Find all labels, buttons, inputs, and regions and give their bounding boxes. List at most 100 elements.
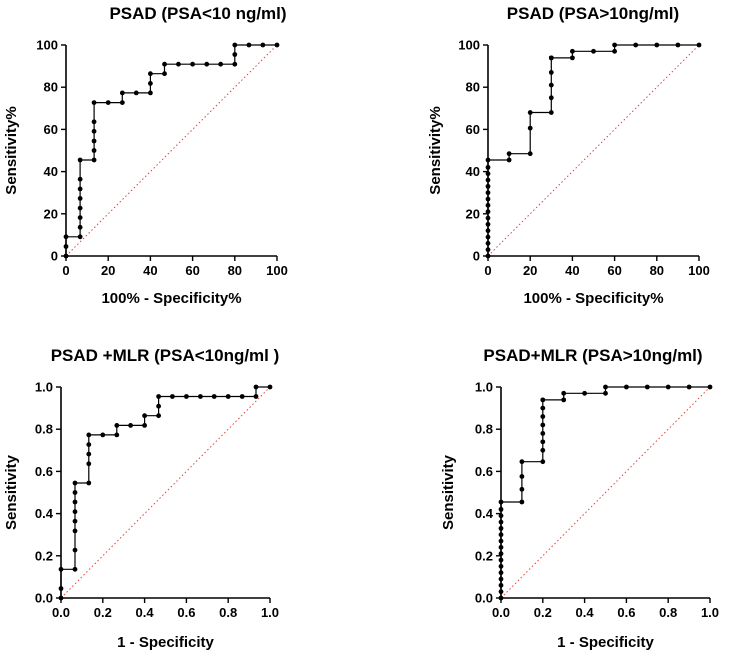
x-tick-label: 20	[523, 263, 537, 278]
roc-point	[246, 42, 252, 48]
chart-title: PSAD (PSA<10 ng/ml)	[109, 4, 286, 23]
y-axis-label: Sensitivity%	[3, 106, 20, 194]
roc-point	[498, 563, 504, 569]
roc-point	[133, 90, 139, 96]
x-tick-label: 0.8	[219, 605, 237, 620]
roc-point	[119, 90, 125, 96]
x-tick-label: 1.0	[701, 605, 719, 620]
roc-point	[485, 234, 491, 240]
roc-point	[232, 61, 238, 67]
roc-point	[77, 234, 83, 240]
roc-point	[211, 394, 217, 399]
roc-point	[633, 42, 639, 48]
y-tick-label: 40	[44, 164, 58, 179]
roc-chart-4: PSAD+MLR (PSA>10ng/ml) 0.0 0.2 0.4 0.6 0.8 1.0…	[440, 346, 719, 651]
chart-title: PSAD+MLR (PSA>10ng/ml)	[483, 346, 702, 365]
y-tick-label: 0.8	[475, 422, 493, 437]
roc-point	[77, 224, 83, 230]
roc-point	[63, 234, 69, 240]
y-tick-label: 0.0	[475, 591, 493, 606]
roc-point	[253, 384, 259, 390]
roc-chart-3: PSAD +MLR (PSA<10ng/ml ) 0.0 0.2 0.4 0.6 0.8 1…	[3, 346, 279, 651]
roc-point	[142, 423, 148, 428]
roc-point	[91, 128, 97, 134]
roc-point	[232, 42, 238, 48]
roc-chart-1: PSAD (PSA<10 ng/ml) 0 20 40 60 80 100 0 20 40 60 80…	[3, 4, 288, 307]
roc-point	[485, 196, 491, 202]
roc-point	[91, 138, 97, 144]
roc-point	[644, 384, 650, 390]
roc-point	[498, 532, 504, 538]
x-tick-label: 0.8	[659, 605, 677, 620]
x-axis-label: 1 - Specificity	[117, 634, 214, 651]
roc-point	[561, 397, 567, 403]
roc-point	[72, 490, 78, 495]
roc-point	[72, 528, 78, 534]
roc-point	[485, 157, 491, 163]
roc-point	[162, 61, 167, 67]
roc-point	[603, 390, 608, 396]
x-tick-label: 100	[266, 263, 288, 278]
roc-point	[498, 499, 504, 505]
y-tick-label: 0	[473, 249, 480, 264]
y-tick-label: 0.4	[35, 506, 54, 521]
y-axis-label: Sensitivity	[440, 454, 457, 530]
roc-point	[86, 432, 92, 438]
roc-point	[485, 202, 491, 208]
roc-point	[86, 461, 92, 467]
roc-point	[72, 480, 78, 486]
roc-point	[63, 253, 69, 259]
x-tick-label: 1.0	[261, 605, 279, 620]
roc-point	[156, 403, 162, 409]
roc-point	[86, 480, 92, 486]
y-tick-label: 1.0	[475, 380, 493, 395]
y-axis-label: Sensitivity	[3, 454, 20, 530]
roc-point	[654, 42, 660, 48]
roc-point	[624, 384, 629, 390]
roc-point	[675, 42, 681, 48]
roc-point	[498, 570, 504, 576]
y-tick-label: 0.8	[35, 422, 53, 437]
roc-point	[527, 110, 533, 115]
roc-point	[519, 486, 525, 492]
x-tick-label: 60	[185, 263, 199, 278]
y-tick-label: 20	[44, 206, 58, 221]
roc-point	[72, 566, 78, 572]
roc-point	[77, 176, 83, 182]
roc-point	[485, 240, 491, 246]
roc-point	[162, 71, 167, 77]
y-tick-label: 60	[44, 122, 58, 137]
roc-point	[540, 397, 546, 403]
roc-point	[176, 61, 181, 67]
roc-point	[142, 413, 148, 419]
roc-point	[519, 474, 525, 479]
y-tick-label: 0.2	[475, 548, 493, 563]
x-axis-label: 1 - Specificity	[557, 634, 654, 651]
roc-point	[540, 422, 546, 428]
roc-point	[540, 447, 546, 453]
roc-point	[91, 119, 97, 125]
roc-point	[253, 394, 259, 399]
roc-point	[570, 55, 575, 61]
roc-point	[72, 547, 78, 553]
roc-point	[485, 215, 491, 221]
roc-point	[58, 566, 64, 572]
roc-point	[570, 48, 575, 54]
roc-point	[485, 171, 491, 177]
y-tick-label: 0.4	[475, 506, 494, 521]
roc-point	[63, 244, 69, 249]
roc-point	[707, 384, 713, 390]
roc-point	[77, 195, 83, 201]
roc-point	[485, 247, 491, 253]
roc-point	[485, 253, 491, 259]
reference-diagonal	[487, 44, 700, 257]
roc-point	[91, 157, 97, 163]
roc-point	[498, 513, 504, 519]
roc-chart-2: PSAD (PSA>10ng/ml) 0 20 40 60 80 100 0 20 40 60 80 1…	[427, 4, 710, 307]
x-tick-label: 0.0	[492, 605, 510, 620]
reference-diagonal	[60, 386, 271, 599]
roc-point	[169, 394, 175, 399]
roc-point	[498, 538, 504, 544]
x-tick-label: 0	[62, 263, 69, 278]
roc-point	[77, 186, 83, 192]
